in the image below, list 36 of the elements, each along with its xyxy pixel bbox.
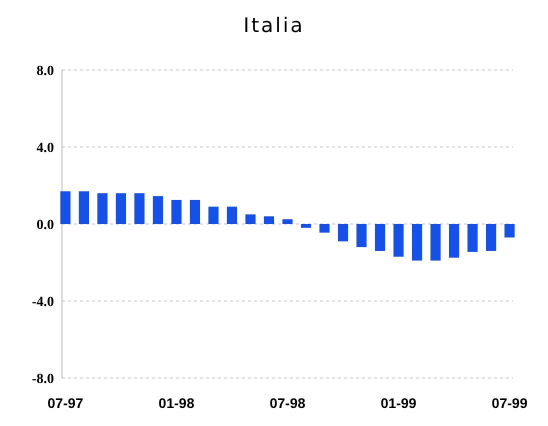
bar xyxy=(60,191,71,224)
bar xyxy=(264,216,274,224)
bar xyxy=(245,214,256,224)
bar xyxy=(78,191,90,224)
bar xyxy=(319,224,330,233)
bar xyxy=(338,224,348,242)
y-tick-label: 8.0 xyxy=(36,64,54,79)
x-tick-label: 07-99 xyxy=(492,395,528,411)
x-tick-label: 07-98 xyxy=(270,395,306,411)
x-tick-label: 07-97 xyxy=(48,395,84,411)
bar xyxy=(116,193,126,224)
bar xyxy=(134,193,145,224)
bar xyxy=(374,224,386,251)
chart-title: Italia xyxy=(243,13,305,37)
bar xyxy=(486,224,496,251)
y-tick-label: 4.0 xyxy=(36,140,54,156)
y-tick-label: 0.0 xyxy=(36,218,54,233)
bar xyxy=(300,224,312,228)
bar xyxy=(393,224,404,257)
bar xyxy=(430,224,441,261)
bar xyxy=(412,224,422,261)
bar xyxy=(190,200,200,224)
bar xyxy=(226,206,238,224)
bar xyxy=(208,206,219,224)
y-tick-label: -8.0 xyxy=(32,372,54,387)
bar xyxy=(448,224,460,258)
bar xyxy=(152,196,164,224)
bar xyxy=(356,224,367,248)
y-tick-label: -4.0 xyxy=(32,294,54,310)
x-tick-label: 01-99 xyxy=(380,395,417,411)
x-tick-label: 01-98 xyxy=(158,395,195,411)
bar xyxy=(171,200,182,224)
bar xyxy=(282,219,293,224)
bar xyxy=(467,224,478,252)
bar xyxy=(504,224,515,238)
bar xyxy=(97,193,108,224)
